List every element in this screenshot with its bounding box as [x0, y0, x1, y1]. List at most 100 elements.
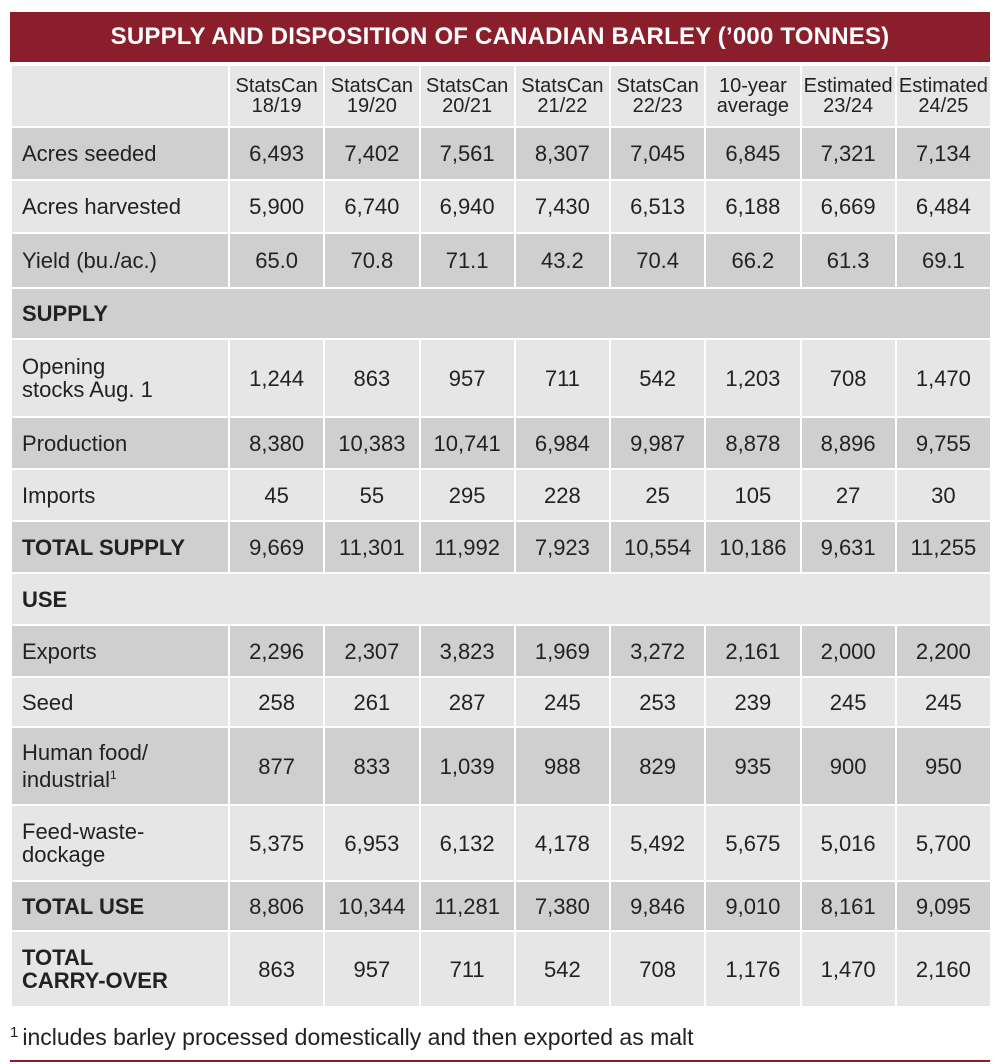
table-cell: 1,470	[799, 930, 897, 1008]
column-header: StatsCan 19/20	[323, 64, 421, 128]
row-label-line: TOTAL USE	[22, 893, 145, 919]
table-title: SUPPLY AND DISPOSITION OF CANADIAN BARLE…	[10, 12, 990, 62]
row-supply-section: SUPPLY	[10, 287, 992, 340]
row-label-line: dockage	[22, 842, 106, 867]
row-label-line: USE	[22, 586, 68, 612]
table-cell: 11,255	[894, 520, 993, 574]
column-header: StatsCan 18/19	[227, 64, 326, 128]
column-header: StatsCan 20/21	[418, 64, 516, 128]
row-label: SUPPLY	[10, 287, 992, 340]
row-label-line: Production	[22, 430, 128, 456]
table-cell: 2,000	[799, 624, 897, 678]
table-cell: 245	[799, 676, 897, 728]
column-header-line2: 19/20	[346, 95, 397, 117]
bottom-rule	[10, 1060, 990, 1062]
table-cell: 1,176	[704, 930, 802, 1008]
row-total-use: TOTAL USE 8,806 10,344 11,281 7,380 9,846 9,01…	[10, 880, 993, 932]
row-label: Seed	[10, 676, 230, 728]
table-cell: 9,010	[704, 880, 802, 932]
row-label-line: Human food/	[22, 740, 148, 765]
column-header-line1: Estimated	[803, 75, 893, 97]
column-header: Estimated 24/25	[894, 64, 993, 128]
table-cell: 5,016	[799, 804, 897, 882]
table-cell: 228	[513, 468, 612, 522]
column-header-line1: StatsCan	[425, 75, 509, 97]
table-cell: 7,561	[418, 126, 516, 181]
table-cell: 935	[704, 726, 802, 806]
table-cell: 25	[608, 468, 707, 522]
table-cell: 833	[323, 726, 421, 806]
table-cell: 65.0	[227, 232, 326, 289]
column-header-line1: StatsCan	[330, 75, 413, 97]
footnote-marker: 1	[110, 768, 117, 782]
table-cell: 55	[323, 468, 421, 522]
header-corner	[10, 64, 230, 128]
table-cell: 5,900	[227, 179, 326, 234]
table-cell: 988	[513, 726, 612, 806]
row-total-supply: TOTAL SUPPLY 9,669 11,301 11,992 7,923 10,554…	[10, 520, 993, 574]
table-cell: 9,846	[608, 880, 707, 932]
column-header: Estimated 23/24	[799, 64, 897, 128]
table-cell: 70.4	[608, 232, 707, 289]
column-header-line2: average	[716, 95, 790, 117]
table-cell: 8,380	[227, 416, 326, 470]
row-exports: Exports 2,296 2,307 3,823 1,969 3,272 2,161 2,0…	[10, 624, 993, 678]
table-cell: 10,383	[323, 416, 421, 470]
row-label-line: CARRY-OVER	[22, 968, 168, 993]
column-header-line1: StatsCan	[521, 75, 604, 97]
row-imports: Imports 45 55 295 228 25 105 27 30	[10, 468, 993, 522]
row-label-line: Imports	[22, 482, 96, 508]
column-header-line1: 10-year	[718, 75, 787, 97]
table-cell: 6,132	[418, 804, 516, 882]
column-header-line2: 23/24	[823, 95, 874, 117]
row-seed: Seed 258 261 287 245 253 239 245 245	[10, 676, 993, 728]
footnote-mark: 1	[10, 1024, 19, 1041]
table-cell: 877	[227, 726, 326, 806]
table-cell: 542	[608, 338, 707, 418]
table-cell: 863	[227, 930, 326, 1008]
table-cell: 8,307	[513, 126, 612, 181]
table-cell: 711	[418, 930, 516, 1008]
table-cell: 2,161	[704, 624, 802, 678]
row-label: Production	[10, 416, 230, 470]
table-cell: 27	[799, 468, 897, 522]
table-cell: 1,244	[227, 338, 326, 418]
row-total-carryover: TOTAL CARRY-OVER 863 957 711 542 708 1,176 1,470…	[10, 930, 993, 1008]
table-cell: 9,669	[227, 520, 326, 574]
row-label: TOTAL SUPPLY	[10, 520, 230, 574]
table-cell: 6,188	[704, 179, 802, 234]
table-cell: 245	[894, 676, 993, 728]
table-cell: 7,380	[513, 880, 612, 932]
row-opening-stocks: Opening stocks Aug. 1 1,244 863 957 711 542 1,2…	[10, 338, 993, 418]
table-cell: 6,984	[513, 416, 612, 470]
table-cell: 950	[894, 726, 993, 806]
table-cell: 287	[418, 676, 516, 728]
table-cell: 863	[323, 338, 421, 418]
row-label-line: Acres harvested	[22, 194, 181, 219]
table-cell: 3,823	[418, 624, 516, 678]
table-cell: 5,675	[704, 804, 802, 882]
table-cell: 829	[608, 726, 707, 806]
table-cell: 70.8	[323, 232, 421, 289]
table-cell: 10,741	[418, 416, 516, 470]
row-label-line: Exports	[22, 638, 97, 664]
table-cell: 8,878	[704, 416, 802, 470]
table-cell: 8,896	[799, 416, 897, 470]
row-label: Exports	[10, 624, 230, 678]
table-cell: 7,134	[894, 126, 993, 181]
column-header-line1: StatsCan	[616, 75, 699, 97]
table-cell: 6,493	[227, 126, 326, 181]
table-cell: 711	[513, 338, 612, 418]
table-cell: 1,969	[513, 624, 612, 678]
table-cell: 4,178	[513, 804, 612, 882]
row-label-line: Yield (bu./ac.)	[22, 248, 157, 273]
column-header: StatsCan 21/22	[513, 64, 612, 128]
column-header: StatsCan 22/23	[608, 64, 707, 128]
table-cell: 30	[894, 468, 993, 522]
table-cell: 6,484	[894, 179, 993, 234]
header-row: StatsCan 18/19 StatsCan 19/20 StatsCan 20/21 S…	[10, 64, 993, 128]
row-use-section: USE	[10, 572, 992, 626]
row-label-line: TOTAL	[22, 945, 94, 970]
row-label-line: Acres seeded	[22, 141, 157, 166]
column-header: 10-year average	[704, 64, 802, 128]
